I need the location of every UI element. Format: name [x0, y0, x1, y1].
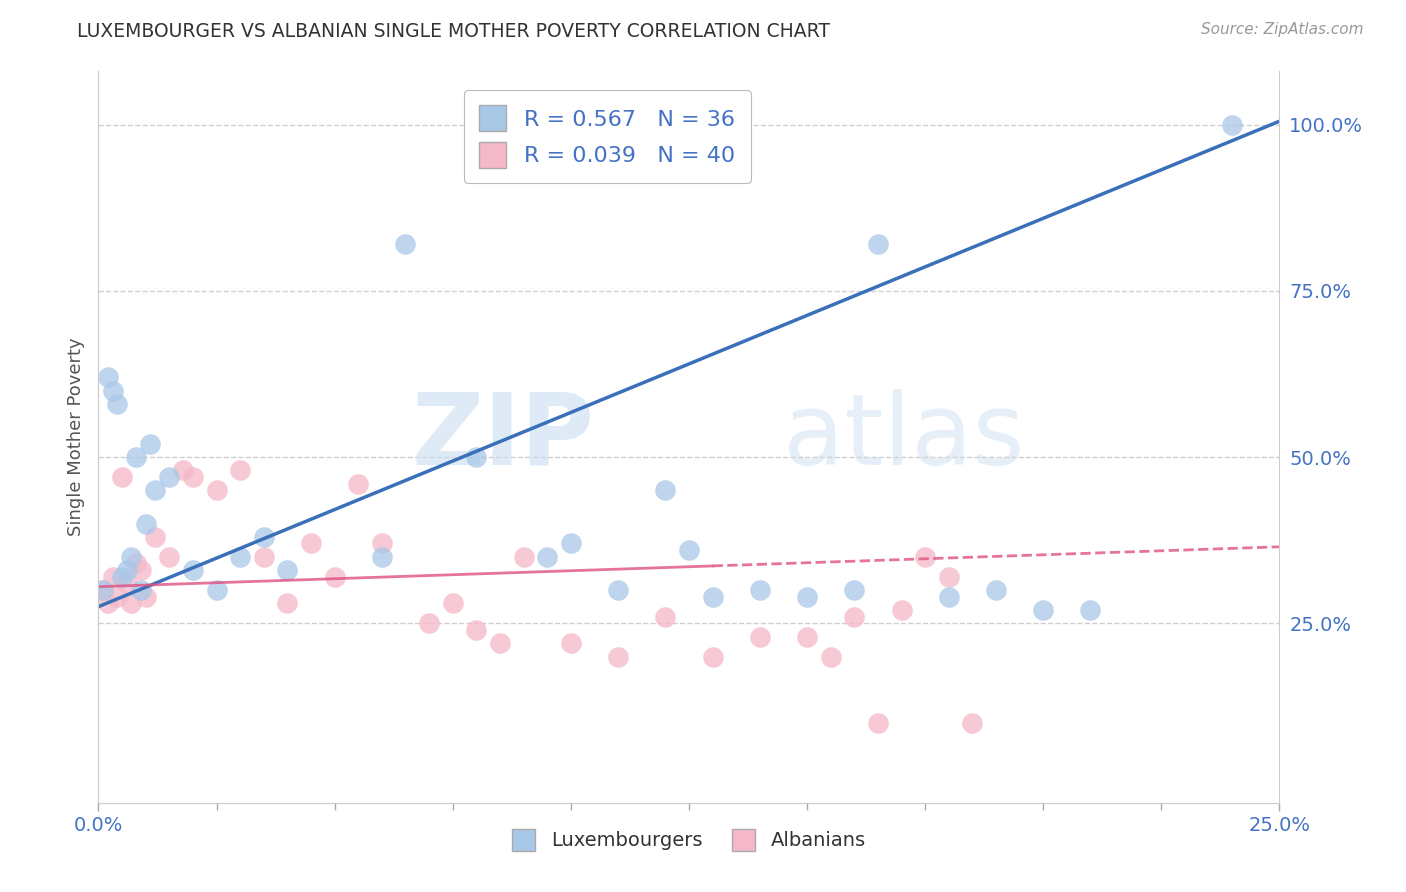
Point	[229, 549, 252, 564]
Point	[105, 590, 128, 604]
Point	[205, 483, 228, 498]
Point	[323, 570, 346, 584]
Point	[560, 536, 582, 550]
Legend: Luxembourgers, Albanians: Luxembourgers, Albanians	[505, 821, 873, 859]
Point	[121, 549, 143, 564]
Point	[796, 590, 818, 604]
Point	[962, 716, 984, 731]
Text: LUXEMBOURGER VS ALBANIAN SINGLE MOTHER POVERTY CORRELATION CHART: LUXEMBOURGER VS ALBANIAN SINGLE MOTHER P…	[77, 22, 831, 41]
Point	[748, 582, 770, 597]
Point	[276, 563, 298, 577]
Text: Source: ZipAtlas.com: Source: ZipAtlas.com	[1201, 22, 1364, 37]
Point	[702, 649, 724, 664]
Point	[536, 549, 558, 564]
Point	[371, 536, 394, 550]
Text: atlas: atlas	[783, 389, 1025, 485]
Point	[172, 463, 194, 477]
Point	[984, 582, 1007, 597]
Point	[465, 450, 488, 464]
Point	[299, 536, 322, 550]
Point	[157, 470, 180, 484]
Point	[748, 630, 770, 644]
Point	[844, 609, 866, 624]
Point	[1220, 118, 1243, 132]
Point	[101, 384, 124, 398]
Point	[560, 636, 582, 650]
Point	[866, 716, 889, 731]
Point	[796, 630, 818, 644]
Point	[489, 636, 512, 650]
Point	[654, 483, 676, 498]
Point	[678, 543, 700, 558]
Point	[115, 563, 138, 577]
Point	[181, 563, 204, 577]
Point	[1080, 603, 1102, 617]
Point	[91, 582, 114, 597]
Point	[143, 530, 166, 544]
Point	[276, 596, 298, 610]
Point	[371, 549, 394, 564]
Point	[394, 237, 416, 252]
Point	[253, 530, 276, 544]
Point	[844, 582, 866, 597]
Point	[938, 590, 960, 604]
Point	[607, 649, 630, 664]
Point	[135, 516, 157, 531]
Point	[820, 649, 842, 664]
Point	[129, 563, 152, 577]
Point	[129, 582, 152, 597]
Y-axis label: Single Mother Poverty: Single Mother Poverty	[66, 338, 84, 536]
Point	[125, 450, 148, 464]
Point	[111, 570, 134, 584]
Point	[866, 237, 889, 252]
Point	[654, 609, 676, 624]
Point	[938, 570, 960, 584]
Point	[914, 549, 936, 564]
Point	[97, 370, 120, 384]
Text: ZIP: ZIP	[412, 389, 595, 485]
Point	[121, 596, 143, 610]
Point	[441, 596, 464, 610]
Point	[607, 582, 630, 597]
Point	[111, 470, 134, 484]
Point	[143, 483, 166, 498]
Point	[253, 549, 276, 564]
Point	[157, 549, 180, 564]
Point	[347, 476, 370, 491]
Point	[115, 576, 138, 591]
Point	[101, 570, 124, 584]
Point	[97, 596, 120, 610]
Point	[181, 470, 204, 484]
Point	[229, 463, 252, 477]
Point	[105, 397, 128, 411]
Point	[205, 582, 228, 597]
Point	[125, 557, 148, 571]
Point	[139, 436, 162, 450]
Point	[91, 582, 114, 597]
Point	[465, 623, 488, 637]
Point	[890, 603, 912, 617]
Point	[135, 590, 157, 604]
Point	[702, 590, 724, 604]
Point	[512, 549, 534, 564]
Point	[418, 616, 440, 631]
Point	[1032, 603, 1054, 617]
